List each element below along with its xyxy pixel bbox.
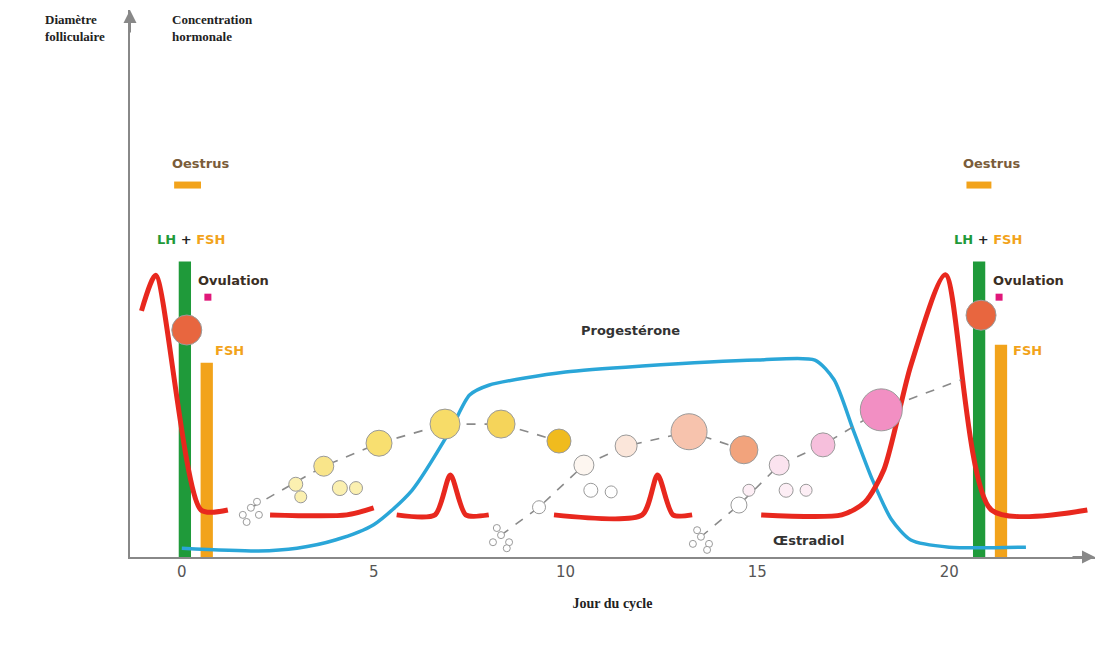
svg-text:FSH: FSH	[215, 343, 244, 358]
svg-text:Progestérone: Progestérone	[581, 323, 680, 338]
svg-text:Oestrus: Oestrus	[963, 156, 1020, 171]
svg-text:15: 15	[748, 563, 767, 581]
svg-text:LH + FSH: LH + FSH	[954, 232, 1022, 247]
svg-text:5: 5	[369, 563, 379, 581]
svg-text:Ovulation: Ovulation	[198, 273, 269, 288]
svg-text:Ovulation: Ovulation	[993, 273, 1064, 288]
svg-text:0: 0	[177, 563, 187, 581]
svg-text:Jour du cycle: Jour du cycle	[573, 596, 653, 611]
svg-text:10: 10	[556, 563, 575, 581]
svg-text:Oestrus: Oestrus	[172, 156, 229, 171]
svg-text:LH + FSH: LH + FSH	[157, 232, 225, 247]
svg-text:Œstradiol: Œstradiol	[773, 533, 844, 548]
svg-text:20: 20	[940, 563, 959, 581]
svg-text:FSH: FSH	[1013, 343, 1042, 358]
svg-text:Diamètrefolliculaire: Diamètrefolliculaire	[45, 12, 105, 44]
svg-text:Concentrationhormonale: Concentrationhormonale	[172, 12, 253, 44]
